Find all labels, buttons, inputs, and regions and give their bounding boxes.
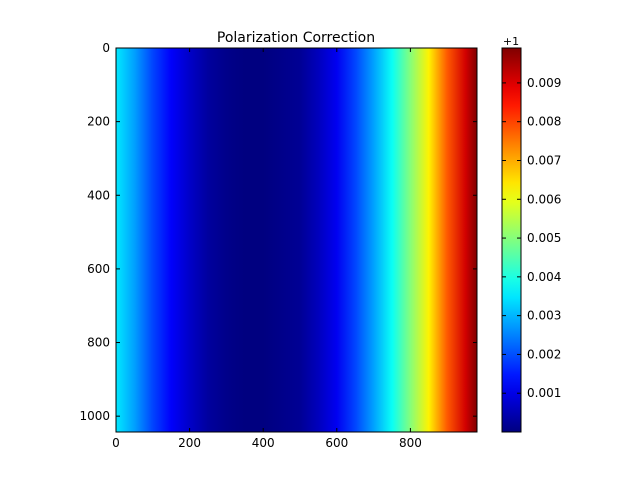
colorbar-offset-label: +1 [503, 35, 519, 48]
x-tick-label: 800 [399, 436, 422, 450]
plot-area [115, 47, 478, 433]
colorbar-tick-label: 0.009 [527, 76, 561, 90]
y-tick-label: 200 [87, 115, 110, 129]
y-tick-label: 800 [87, 336, 110, 350]
colorbar-frame [501, 47, 522, 433]
colorbar: +1 0.0010.0020.0030.0040.0050.0060.0070.… [501, 35, 561, 433]
colorbar-tick-label: 0.002 [527, 347, 561, 361]
x-tick-label: 400 [252, 436, 275, 450]
chart-title: Polarization Correction [217, 30, 375, 46]
colorbar-ticks: 0.001 0.002 0.003 0.004 0.005 0.006 0.007 0.008… [502, 76, 561, 400]
y-tick-label: 1000 [79, 409, 110, 423]
plot-frame [115, 47, 478, 433]
y-tick-label: 600 [87, 262, 110, 276]
x-axis: 0 200 400 600 800 [112, 48, 422, 450]
colorbar-tick-label: 0.008 [527, 115, 561, 129]
x-tick-label: 600 [325, 436, 348, 450]
colorbar-gradient [502, 48, 521, 432]
colorbar-tick-label: 0.003 [527, 309, 561, 323]
colorbar-tick-label: 0.007 [527, 153, 561, 167]
y-tick-label: 0 [102, 41, 110, 55]
colorbar-tick-label: 0.006 [527, 192, 561, 206]
x-tick-label: 200 [178, 436, 201, 450]
y-tick-label: 400 [87, 188, 110, 202]
y-axis: 0 200 400 600 800 1000 [79, 41, 477, 423]
colorbar-tick-label: 0.004 [527, 270, 561, 284]
colorbar-tick-label: 0.005 [527, 231, 561, 245]
colorbar-tick-label: 0.001 [527, 386, 561, 400]
heatmap-image [116, 48, 477, 432]
x-tick-label: 0 [112, 436, 120, 450]
